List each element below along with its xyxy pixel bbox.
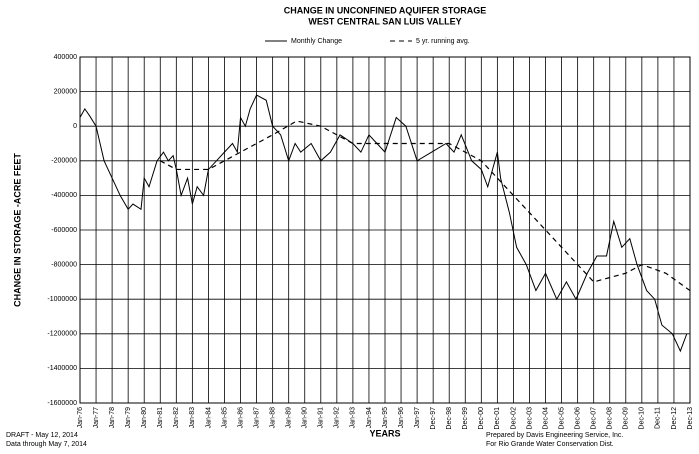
x-tick-label: Jan-78 bbox=[109, 407, 116, 429]
x-tick-label: Dec-06 bbox=[574, 407, 581, 430]
y-axis-label: CHANGE IN STORAGE -ACRE FEET bbox=[12, 153, 22, 307]
x-tick-label: Jan-88 bbox=[269, 407, 276, 429]
y-tick-label: -600000 bbox=[51, 227, 77, 234]
y-tick-label: -1200000 bbox=[47, 331, 77, 338]
y-tick-label: 0 bbox=[73, 123, 77, 130]
x-tick-label: Jan-82 bbox=[173, 407, 180, 429]
x-tick-label: Jan-87 bbox=[253, 407, 260, 429]
y-tick-label: -800000 bbox=[51, 261, 77, 268]
x-tick-label: Dec-98 bbox=[446, 407, 453, 430]
x-tick-label: Jan-97 bbox=[414, 407, 421, 429]
y-tick-label: -1600000 bbox=[47, 400, 77, 407]
x-tick-label: Dec-08 bbox=[607, 407, 614, 430]
x-tick-label: Jan-79 bbox=[125, 407, 132, 429]
legend-label: Monthly Change bbox=[291, 38, 342, 45]
y-tick-label: -1000000 bbox=[47, 296, 77, 303]
x-tick-label: Jan-81 bbox=[157, 407, 164, 429]
y-tick-label: -1400000 bbox=[47, 365, 77, 372]
x-tick-label: Jan-90 bbox=[302, 407, 309, 429]
x-tick-label: Jan-96 bbox=[398, 407, 405, 429]
x-axis-label: YEARS bbox=[369, 428, 400, 438]
note: Prepared by Davis Engineering Service, I… bbox=[486, 432, 623, 439]
x-tick-label: Dec-01 bbox=[494, 407, 501, 430]
series-line bbox=[79, 94, 688, 353]
x-tick-label: Dec-07 bbox=[591, 407, 598, 430]
y-tick-label: -400000 bbox=[51, 192, 77, 199]
x-tick-label: Dec-12 bbox=[671, 407, 678, 430]
x-tick-label: Jan-86 bbox=[237, 407, 244, 429]
x-tick-label: Jan-83 bbox=[189, 407, 196, 429]
series-line bbox=[159, 120, 691, 292]
x-tick-label: Dec-05 bbox=[558, 407, 565, 430]
note: For Rio Grande Water Conservation Dist. bbox=[486, 441, 614, 448]
x-tick-label: Jan-91 bbox=[318, 407, 325, 429]
x-tick-label: Dec-04 bbox=[542, 407, 549, 430]
x-tick-label: Jan-94 bbox=[366, 407, 373, 429]
x-tick-label: Jan-92 bbox=[334, 407, 341, 429]
x-tick-label: Dec-09 bbox=[623, 407, 630, 430]
note: Data through May 7, 2014 bbox=[6, 441, 87, 448]
legend-label: 5 yr. running avg. bbox=[416, 38, 470, 45]
note: DRAFT - May 12, 2014 bbox=[6, 432, 78, 439]
x-tick-label: Dec-97 bbox=[430, 407, 437, 430]
x-tick-label: Dec-02 bbox=[510, 407, 517, 430]
x-tick-label: Jan-80 bbox=[141, 407, 148, 429]
y-tick-label: 400000 bbox=[54, 54, 77, 61]
chart-title: CHANGE IN UNCONFINED AQUIFER STORAGE bbox=[284, 5, 487, 15]
x-tick-label: Dec-10 bbox=[639, 407, 646, 430]
y-tick-label: -200000 bbox=[51, 158, 77, 165]
y-tick-label: 200000 bbox=[54, 88, 77, 95]
x-tick-label: Dec-13 bbox=[687, 407, 694, 430]
x-tick-label: Dec-11 bbox=[655, 407, 662, 429]
x-tick-label: Dec-03 bbox=[526, 407, 533, 430]
x-tick-label: Dec-00 bbox=[478, 407, 485, 430]
x-tick-label: Jan-95 bbox=[382, 407, 389, 429]
x-tick-label: Jan-84 bbox=[205, 407, 212, 429]
x-tick-label: Jan-85 bbox=[221, 407, 228, 429]
x-tick-label: Jan-76 bbox=[77, 407, 84, 429]
x-tick-label: Jan-89 bbox=[286, 407, 293, 429]
x-tick-label: Dec-99 bbox=[462, 407, 469, 430]
x-tick-label: Jan-77 bbox=[93, 407, 100, 429]
chart-subtitle: WEST CENTRAL SAN LUIS VALLEY bbox=[308, 16, 461, 26]
x-tick-label: Jan-93 bbox=[350, 407, 357, 429]
